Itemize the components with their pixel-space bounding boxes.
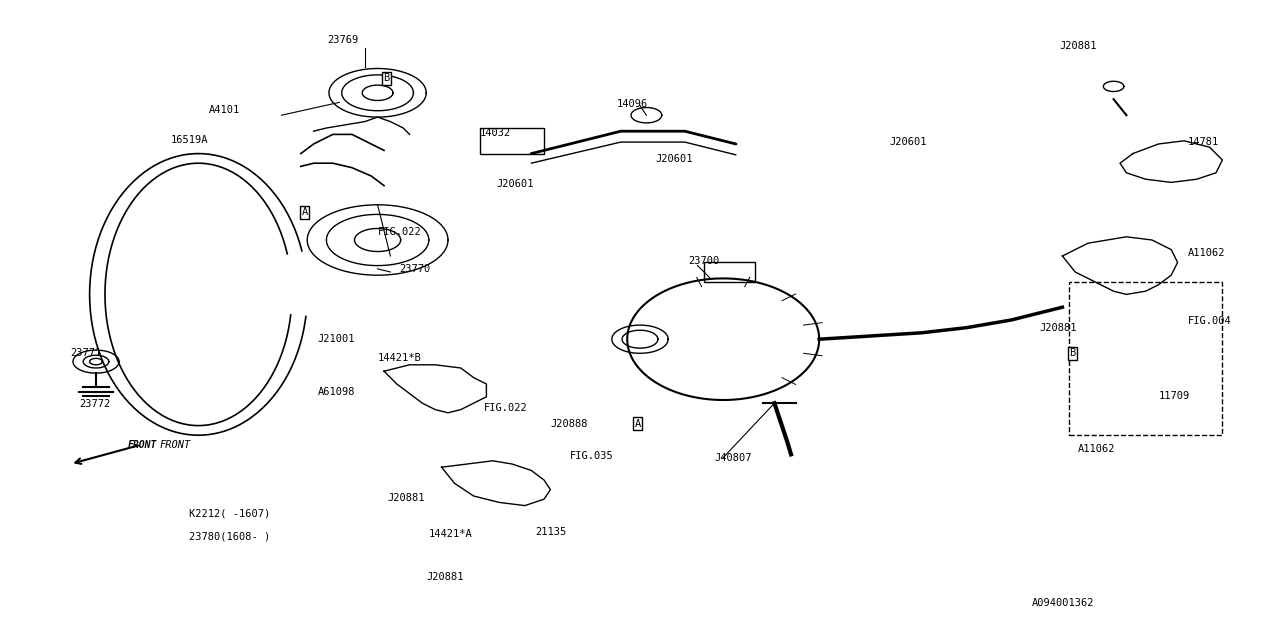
- Bar: [480, 128, 544, 154]
- Text: FRONT: FRONT: [160, 440, 191, 450]
- Text: J20881: J20881: [426, 572, 465, 582]
- Text: A4101: A4101: [209, 105, 239, 115]
- Text: J20888: J20888: [550, 419, 588, 429]
- Text: A61098: A61098: [317, 387, 355, 397]
- Text: J20601: J20601: [655, 154, 692, 164]
- Text: J20601: J20601: [497, 179, 534, 189]
- Text: J20881: J20881: [1060, 41, 1097, 51]
- Text: 23700: 23700: [689, 256, 719, 266]
- Text: FIG.035: FIG.035: [570, 451, 613, 461]
- Text: A11062: A11062: [1188, 248, 1225, 258]
- Text: 23769: 23769: [328, 35, 358, 45]
- Text: FIG.004: FIG.004: [1188, 316, 1231, 326]
- Text: 23771: 23771: [70, 348, 101, 358]
- Text: 23770: 23770: [399, 264, 430, 274]
- Text: 14032: 14032: [480, 128, 511, 138]
- Text: J20601: J20601: [890, 137, 927, 147]
- Text: 23772: 23772: [79, 399, 110, 410]
- FancyBboxPatch shape: [704, 262, 755, 282]
- Text: FIG.022: FIG.022: [484, 403, 527, 413]
- Bar: [1069, 282, 1222, 435]
- Text: FIG.022: FIG.022: [378, 227, 421, 237]
- Text: FRONT: FRONT: [128, 440, 157, 450]
- Text: 14096: 14096: [617, 99, 648, 109]
- Text: 16519A: 16519A: [170, 134, 209, 145]
- Text: J20881: J20881: [1039, 323, 1076, 333]
- Text: 11709: 11709: [1158, 390, 1189, 401]
- Text: 14421*B: 14421*B: [378, 353, 421, 364]
- Text: A: A: [635, 419, 640, 429]
- Text: A11062: A11062: [1078, 444, 1115, 454]
- Text: B: B: [384, 73, 389, 83]
- Text: J40807: J40807: [714, 452, 751, 463]
- Text: A: A: [302, 207, 307, 218]
- Text: A094001362: A094001362: [1032, 598, 1094, 608]
- Text: J20881: J20881: [388, 493, 425, 503]
- Text: J21001: J21001: [317, 334, 355, 344]
- Text: 14421*A: 14421*A: [429, 529, 472, 540]
- Text: 23780(1608- ): 23780(1608- ): [189, 531, 270, 541]
- Text: 14781: 14781: [1188, 137, 1219, 147]
- Text: K2212( -1607): K2212( -1607): [189, 508, 270, 518]
- Text: B: B: [1070, 348, 1075, 358]
- Text: 21135: 21135: [535, 527, 566, 538]
